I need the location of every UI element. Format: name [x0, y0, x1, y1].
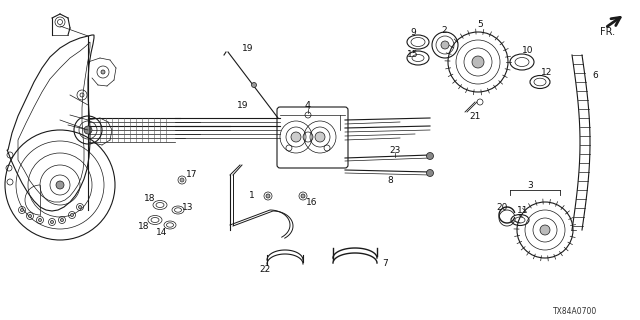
Circle shape [51, 220, 54, 223]
Text: 10: 10 [522, 45, 534, 54]
Circle shape [441, 41, 449, 49]
Circle shape [70, 213, 74, 217]
Circle shape [252, 83, 257, 87]
Text: 18: 18 [138, 221, 150, 230]
Text: 1: 1 [249, 190, 255, 199]
Text: 6: 6 [592, 70, 598, 79]
Text: 3: 3 [527, 180, 533, 189]
Circle shape [426, 170, 433, 177]
Text: 23: 23 [389, 146, 401, 155]
Text: 9: 9 [410, 28, 416, 36]
Text: 8: 8 [387, 175, 393, 185]
Circle shape [301, 194, 305, 198]
Circle shape [472, 56, 484, 68]
Text: 20: 20 [496, 203, 508, 212]
Text: 19: 19 [243, 44, 253, 52]
Text: 5: 5 [477, 20, 483, 28]
Circle shape [315, 132, 325, 142]
Circle shape [84, 126, 92, 134]
Text: TX84A0700: TX84A0700 [553, 308, 597, 316]
Circle shape [38, 219, 42, 221]
Text: 17: 17 [186, 170, 198, 179]
Text: 12: 12 [541, 68, 553, 76]
Text: 7: 7 [382, 259, 388, 268]
Text: 13: 13 [182, 203, 194, 212]
Text: 15: 15 [407, 50, 419, 59]
Circle shape [266, 194, 270, 198]
Text: 11: 11 [517, 205, 529, 214]
Text: 18: 18 [144, 194, 156, 203]
Text: 22: 22 [259, 266, 271, 275]
Text: 21: 21 [469, 111, 481, 121]
Circle shape [56, 181, 64, 189]
Circle shape [79, 205, 81, 209]
Circle shape [101, 70, 105, 74]
Text: FR.: FR. [600, 27, 615, 37]
Circle shape [29, 214, 31, 218]
Text: 4: 4 [305, 101, 311, 111]
Circle shape [291, 132, 301, 142]
Text: 14: 14 [156, 228, 168, 236]
Circle shape [180, 178, 184, 182]
Circle shape [540, 225, 550, 235]
Circle shape [20, 209, 24, 212]
Circle shape [426, 153, 433, 159]
Text: 16: 16 [307, 197, 317, 206]
Text: 2: 2 [441, 26, 447, 35]
Circle shape [61, 219, 63, 221]
Text: 19: 19 [237, 100, 249, 109]
